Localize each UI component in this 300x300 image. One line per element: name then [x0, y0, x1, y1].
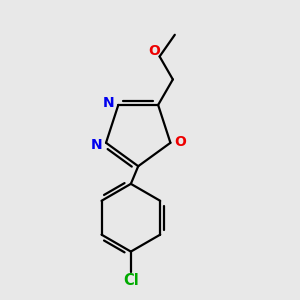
Text: N: N — [103, 96, 115, 110]
Text: O: O — [148, 44, 160, 58]
Text: O: O — [174, 135, 186, 148]
Text: N: N — [91, 138, 102, 152]
Text: Cl: Cl — [123, 273, 139, 288]
